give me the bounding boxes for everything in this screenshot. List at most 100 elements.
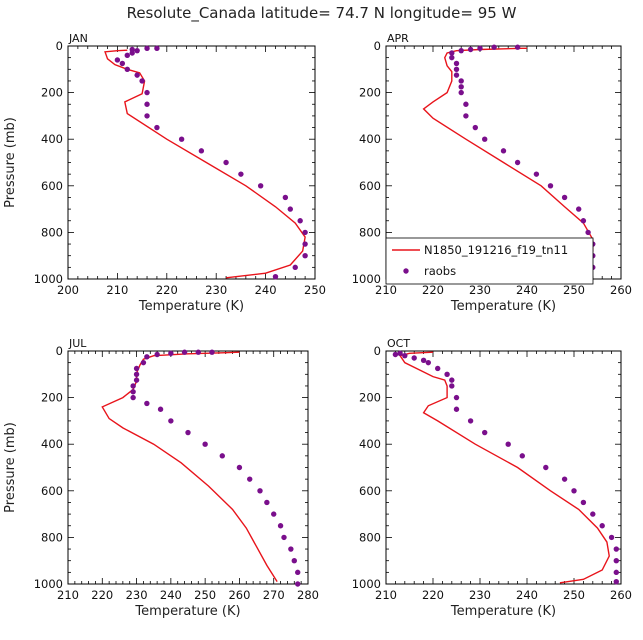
raobs-point <box>534 171 539 176</box>
raobs-point <box>247 476 252 481</box>
raobs-point <box>130 383 135 388</box>
x-tick-label: 260 <box>228 588 250 602</box>
raobs-point <box>288 546 293 551</box>
raobs-point <box>125 67 130 72</box>
raobs-point <box>271 511 276 516</box>
raobs-point <box>454 395 459 400</box>
raobs-point <box>473 125 478 130</box>
y-tick-label: 0 <box>374 344 381 358</box>
y-tick-label: 600 <box>359 179 381 193</box>
raobs-point <box>576 206 581 211</box>
raobs-point <box>454 67 459 72</box>
raobs-point <box>120 61 125 66</box>
x-axis-label: Temperature (K) <box>450 299 556 314</box>
raobs-point <box>281 535 286 540</box>
legend-obs-label: raobs <box>424 264 456 278</box>
raobs-point <box>144 102 149 107</box>
y-tick-label: 400 <box>41 132 63 146</box>
y-tick-label: 400 <box>359 437 381 451</box>
raobs-point <box>278 523 283 528</box>
panel-title: OCT <box>387 337 410 350</box>
raobs-point <box>144 90 149 95</box>
raobs-point <box>515 44 520 49</box>
raobs-point <box>459 90 464 95</box>
raobs-point <box>459 48 464 53</box>
raobs-point <box>196 349 201 354</box>
raobs-point <box>264 500 269 505</box>
x-axis-label: Temperature (K) <box>134 604 240 619</box>
raobs-point <box>302 253 307 258</box>
raobs-point <box>297 218 302 223</box>
x-tick-label: 240 <box>516 588 538 602</box>
raobs-point <box>444 372 449 377</box>
raobs-point <box>402 353 407 358</box>
y-tick-label: 0 <box>56 344 63 358</box>
raobs-point <box>426 360 431 365</box>
raobs-point <box>134 366 139 371</box>
raobs-point <box>144 354 149 359</box>
panel-title: JUL <box>68 337 87 350</box>
x-tick-label: 220 <box>422 283 444 297</box>
raobs-point <box>614 579 619 584</box>
x-tick-label: 250 <box>563 283 585 297</box>
y-tick-label: 0 <box>56 39 63 53</box>
raobs-point <box>459 84 464 89</box>
raobs-point <box>134 377 139 382</box>
raobs-point <box>571 488 576 493</box>
raobs-point <box>585 230 590 235</box>
raobs-point <box>134 372 139 377</box>
raobs-point <box>144 401 149 406</box>
raobs-point <box>283 195 288 200</box>
raobs-point <box>295 570 300 575</box>
raobs-point <box>209 349 214 354</box>
x-tick-label: 240 <box>516 283 538 297</box>
y-tick-label: 400 <box>41 437 63 451</box>
raobs-point <box>154 125 159 130</box>
raobs-point <box>144 113 149 118</box>
raobs-point <box>482 430 487 435</box>
raobs-point <box>454 61 459 66</box>
raobs-point <box>520 453 525 458</box>
x-tick-label: 250 <box>304 283 326 297</box>
raobs-point <box>543 465 548 470</box>
y-tick-label: 200 <box>41 86 63 100</box>
panel-title: JAN <box>68 32 88 45</box>
raobs-point <box>302 230 307 235</box>
raobs-point <box>273 274 278 279</box>
y-tick-label: 600 <box>359 484 381 498</box>
legend: N1850_191216_f19_tn11raobs <box>386 238 593 284</box>
raobs-point <box>134 72 139 77</box>
raobs-point <box>463 102 468 107</box>
raobs-point <box>185 430 190 435</box>
y-tick-label: 800 <box>359 530 381 544</box>
x-tick-label: 250 <box>563 588 585 602</box>
x-tick-label: 260 <box>610 283 632 297</box>
raobs-point <box>258 183 263 188</box>
raobs-point <box>454 72 459 77</box>
panel-title: APR <box>387 32 409 45</box>
raobs-point <box>397 351 402 356</box>
y-axis-label: Pressure (mb) <box>3 117 18 208</box>
x-tick-label: 240 <box>160 588 182 602</box>
raobs-point <box>130 389 135 394</box>
y-axis-label: Pressure (mb) <box>3 422 18 513</box>
x-tick-label: 210 <box>106 283 128 297</box>
raobs-point <box>141 360 146 365</box>
y-tick-label: 200 <box>41 391 63 405</box>
x-axis-label: Temperature (K) <box>450 604 556 619</box>
x-tick-label: 230 <box>469 283 491 297</box>
y-tick-label: 0 <box>374 39 381 53</box>
raobs-point <box>179 137 184 142</box>
raobs-point <box>449 55 454 60</box>
x-tick-label: 220 <box>156 283 178 297</box>
y-tick-label: 400 <box>359 132 381 146</box>
figure-title: Resolute_Canada latitude= 74.7 N longitu… <box>127 4 517 23</box>
x-tick-label: 280 <box>297 588 319 602</box>
y-tick-label: 600 <box>41 484 63 498</box>
raobs-point <box>412 355 417 360</box>
raobs-point <box>257 488 262 493</box>
raobs-point <box>130 395 135 400</box>
raobs-point <box>168 418 173 423</box>
x-tick-label: 230 <box>205 283 227 297</box>
y-tick-label: 1000 <box>352 577 381 591</box>
